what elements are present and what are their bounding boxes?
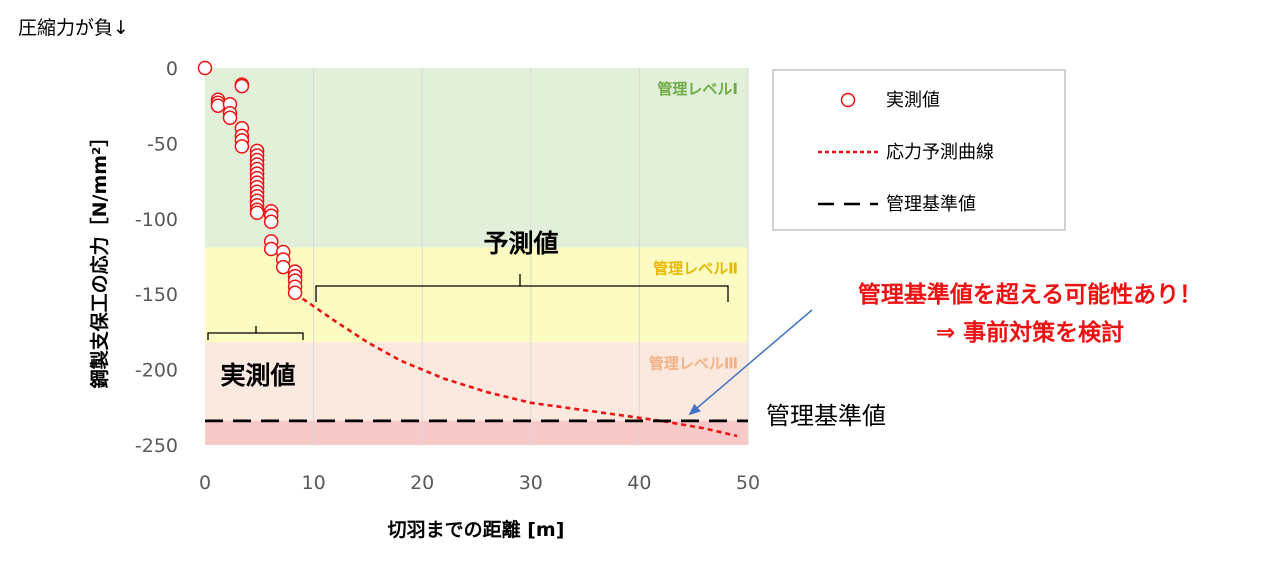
legend-label-prediction: 応力予測曲線 [886,142,994,163]
top-note: 圧縮力が負↓ [18,17,129,39]
y-axis-title: 鋼製支保工の応力［N/mm²］ [88,128,111,390]
band-labels: 管理レベルⅠ 管理レベルⅡ 管理レベルⅢ [649,80,738,372]
data-point [197,60,213,76]
warning-line-1: 管理基準値を超える可能性あり！ [858,281,1202,308]
predicted-label: 予測値 [483,229,558,258]
legend: 実測値 応力予測曲線 管理基準値 [772,69,1066,231]
warning-line-2: ⇒ 事前対策を検討 [936,319,1124,346]
y-tick-5: -250 [135,435,178,457]
data-point [263,214,279,230]
measured-bracket [207,326,304,340]
vertical-gridlines [313,68,749,445]
y-tick-3: -150 [135,284,178,306]
y-tick-1: -50 [147,133,178,155]
data-point [222,110,238,126]
band-2 [205,342,748,421]
management-level-bands [205,68,748,445]
band-0 [205,68,748,248]
x-tick-labels: 0 10 20 30 40 50 [199,472,760,494]
legend-marker-measured [840,92,856,108]
warning-arrow [688,309,813,416]
x-tick-0: 0 [199,472,211,494]
data-point [234,139,250,154]
data-point [234,78,250,94]
band-label-1: 管理レベルⅡ [653,259,738,277]
legend-label-measured: 実測値 [886,90,940,111]
y-tick-4: -200 [135,360,178,382]
y-tick-0: 0 [166,58,178,80]
legend-label-reference: 管理基準値 [886,194,976,215]
band-label-0: 管理レベルⅠ [657,80,738,98]
measured-label: 実測値 [220,361,295,390]
predicted-bracket [315,274,729,302]
x-axis-title: 切羽までの距離 [m] [388,518,565,541]
x-tick-1: 10 [302,472,326,494]
reference-label: 管理基準値 [766,402,886,430]
x-tick-2: 20 [410,472,434,494]
band-label-2: 管理レベルⅢ [649,354,738,372]
y-tick-labels: 0 -50 -100 -150 -200 -250 [135,58,178,457]
data-point [249,205,265,221]
x-tick-3: 30 [519,472,543,494]
series-group [197,60,748,438]
data-point [263,241,279,257]
data-point [275,259,291,275]
data-point [287,285,303,300]
x-tick-5: 50 [736,472,760,494]
y-tick-2: -100 [135,209,178,231]
data-point [210,98,226,113]
x-tick-4: 40 [627,472,651,494]
band-3 [205,420,748,445]
